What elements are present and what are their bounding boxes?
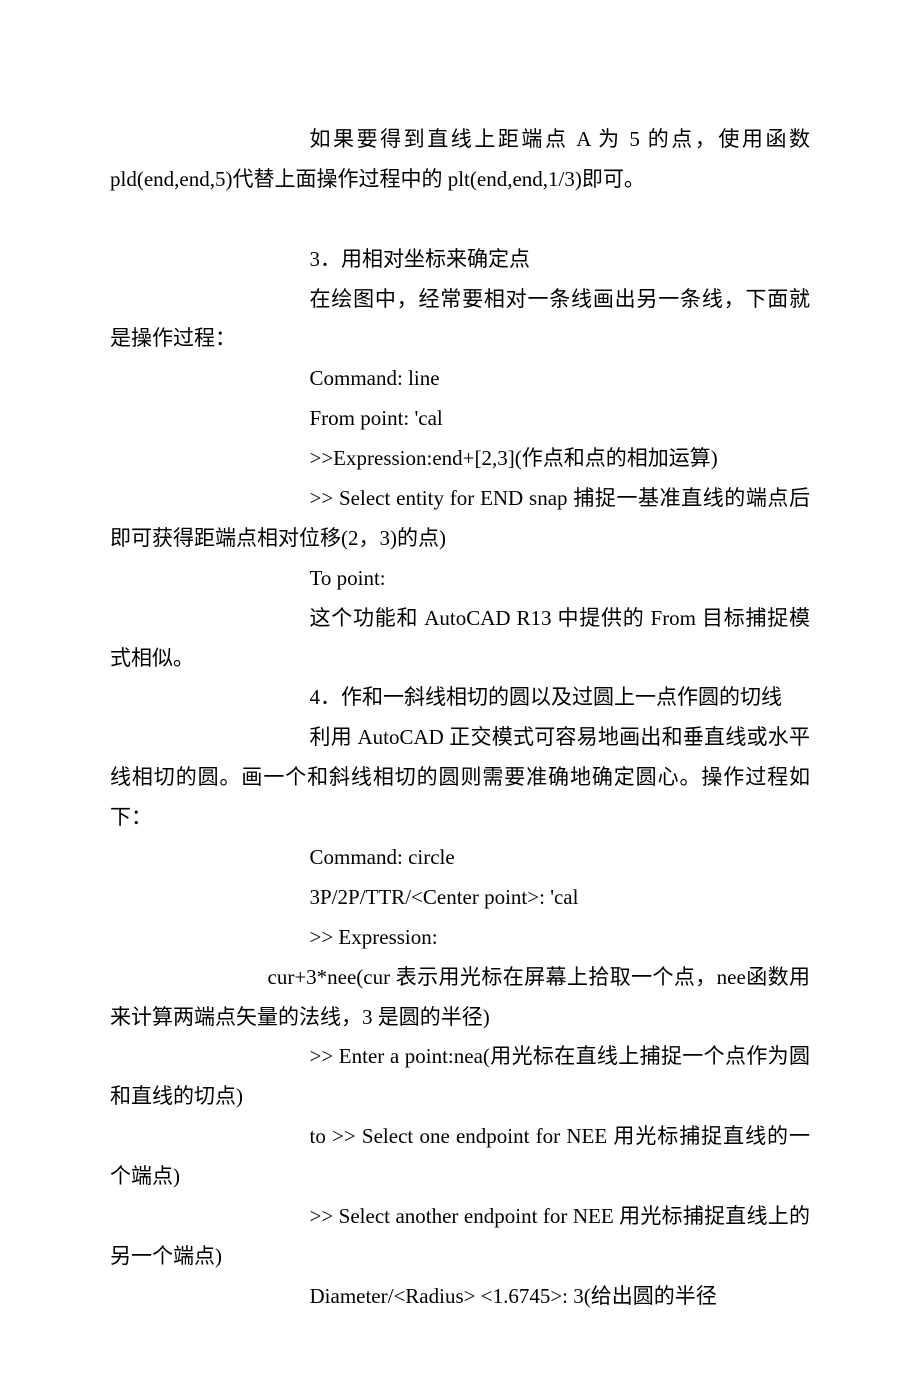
paragraph: 在绘图中，经常要相对一条线画出另一条线，下面就是操作过程：	[110, 280, 810, 360]
paragraph: 如果要得到直线上距端点 A 为 5 的点，使用函数pld(end,end,5)代…	[110, 120, 810, 200]
section-heading: 3．用相对坐标来确定点	[110, 240, 810, 280]
code-line: to >> Select one endpoint for NEE 用光标捕捉直…	[110, 1117, 810, 1197]
code-line: >> Enter a point:nea(用光标在直线上捕捉一个点作为圆和直线的…	[110, 1037, 810, 1117]
paragraph-blank	[110, 200, 810, 240]
section-heading: 4．作和一斜线相切的圆以及过圆上一点作圆的切线	[110, 678, 810, 718]
code-line: >>Expression:end+[2,3](作点和点的相加运算)	[110, 439, 810, 479]
code-line: Diameter/<Radius> <1.6745>: 3(给出圆的半径	[110, 1277, 810, 1317]
code-line: cur+3*nee(cur 表示用光标在屏幕上拾取一个点，nee函数用来计算两端…	[110, 958, 810, 1038]
code-line: 3P/2P/TTR/<Center point>: 'cal	[110, 878, 810, 918]
document-page: 如果要得到直线上距端点 A 为 5 的点，使用函数pld(end,end,5)代…	[0, 0, 920, 1397]
paragraph: 这个功能和 AutoCAD R13 中提供的 From 目标捕捉模式相似。	[110, 599, 810, 679]
code-line: Command: circle	[110, 838, 810, 878]
paragraph: 利用 AutoCAD 正交模式可容易地画出和垂直线或水平线相切的圆。画一个和斜线…	[110, 718, 810, 838]
code-line: To point:	[110, 559, 810, 599]
code-line: >> Select another endpoint for NEE 用光标捕捉…	[110, 1197, 810, 1277]
code-line: >> Expression:	[110, 918, 810, 958]
code-line: Command: line	[110, 359, 810, 399]
code-line: >> Select entity for END snap 捕捉一基准直线的端点…	[110, 479, 810, 559]
code-line: From point: 'cal	[110, 399, 810, 439]
